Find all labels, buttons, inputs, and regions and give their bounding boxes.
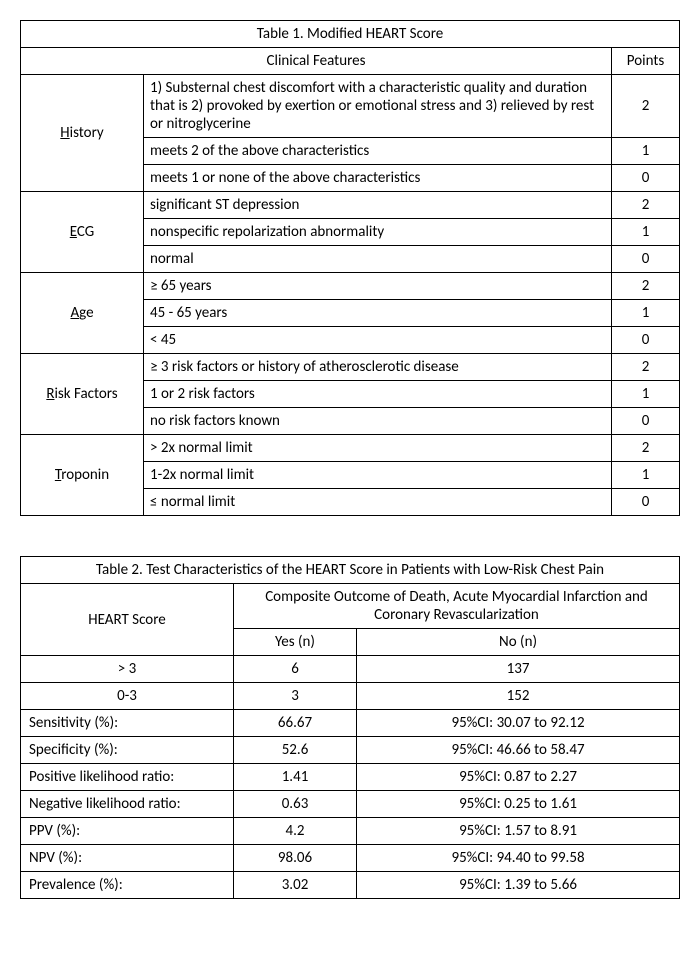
desc-cell: meets 2 of the above characteristics xyxy=(144,138,612,165)
pts-cell: 1 xyxy=(612,138,680,165)
desc-cell: meets 1 or none of the above characteris… xyxy=(144,165,612,192)
desc-cell: 1 or 2 risk factors xyxy=(144,381,612,408)
stat-label: PPV (%): xyxy=(21,818,234,845)
stat-val: 52.6 xyxy=(234,737,357,764)
desc-cell: normal xyxy=(144,246,612,273)
cat-troponin: Troponin xyxy=(21,435,144,516)
table2-no-header: No (n) xyxy=(357,629,680,656)
pts-cell: 2 xyxy=(612,75,680,138)
cat-age: Age xyxy=(21,273,144,354)
stat-label: Specificity (%): xyxy=(21,737,234,764)
stat-val: 4.2 xyxy=(234,818,357,845)
stat-val: 66.67 xyxy=(234,710,357,737)
table1-title: Table 1. Modified HEART Score xyxy=(21,21,680,48)
table2-outcome-header: Composite Outcome of Death, Acute Myocar… xyxy=(234,584,680,629)
stat-val: 1.41 xyxy=(234,764,357,791)
pts-cell: 2 xyxy=(612,435,680,462)
table2-test-characteristics: Table 2. Test Characteristics of the HEA… xyxy=(20,556,680,899)
table1-heart-score: Table 1. Modified HEART Score Clinical F… xyxy=(20,20,680,516)
table2-yes-header: Yes (n) xyxy=(234,629,357,656)
score-yes: 6 xyxy=(234,656,357,683)
stat-ci: 95%CI: 0.87 to 2.27 xyxy=(357,764,680,791)
desc-cell: no risk factors known xyxy=(144,408,612,435)
table1-features-header: Clinical Features xyxy=(21,48,612,75)
pts-cell: 1 xyxy=(612,300,680,327)
table2-col1-header: HEART Score xyxy=(21,584,234,656)
stat-label: NPV (%): xyxy=(21,845,234,872)
score-label: > 3 xyxy=(21,656,234,683)
cat-risk: Risk Factors xyxy=(21,354,144,435)
pts-cell: 2 xyxy=(612,354,680,381)
desc-cell: 1-2x normal limit xyxy=(144,462,612,489)
stat-ci: 95%CI: 30.07 to 92.12 xyxy=(357,710,680,737)
pts-cell: 2 xyxy=(612,273,680,300)
score-no: 137 xyxy=(357,656,680,683)
stat-val: 3.02 xyxy=(234,872,357,899)
stat-label: Negative likelihood ratio: xyxy=(21,791,234,818)
desc-cell: ≥ 65 years xyxy=(144,273,612,300)
score-label: 0-3 xyxy=(21,683,234,710)
stat-label: Prevalence (%): xyxy=(21,872,234,899)
stat-ci: 95%CI: 1.57 to 8.91 xyxy=(357,818,680,845)
stat-val: 0.63 xyxy=(234,791,357,818)
score-no: 152 xyxy=(357,683,680,710)
stat-label: Positive likelihood ratio: xyxy=(21,764,234,791)
pts-cell: 2 xyxy=(612,192,680,219)
stat-ci: 95%CI: 46.66 to 58.47 xyxy=(357,737,680,764)
pts-cell: 1 xyxy=(612,462,680,489)
table1-points-header: Points xyxy=(612,48,680,75)
desc-cell: 45 - 65 years xyxy=(144,300,612,327)
cat-ecg: ECG xyxy=(21,192,144,273)
pts-cell: 0 xyxy=(612,327,680,354)
pts-cell: 1 xyxy=(612,219,680,246)
cat-history: History xyxy=(21,75,144,192)
desc-cell: nonspecific repolarization abnormality xyxy=(144,219,612,246)
stat-label: Sensitivity (%): xyxy=(21,710,234,737)
desc-cell: significant ST depression xyxy=(144,192,612,219)
stat-ci: 95%CI: 94.40 to 99.58 xyxy=(357,845,680,872)
stat-ci: 95%CI: 1.39 to 5.66 xyxy=(357,872,680,899)
stat-ci: 95%CI: 0.25 to 1.61 xyxy=(357,791,680,818)
desc-cell: 1) Substernal chest discomfort with a ch… xyxy=(144,75,612,138)
pts-cell: 0 xyxy=(612,165,680,192)
desc-cell: > 2x normal limit xyxy=(144,435,612,462)
stat-val: 98.06 xyxy=(234,845,357,872)
desc-cell: ≥ 3 risk factors or history of atheroscl… xyxy=(144,354,612,381)
pts-cell: 0 xyxy=(612,246,680,273)
pts-cell: 1 xyxy=(612,381,680,408)
pts-cell: 0 xyxy=(612,408,680,435)
desc-cell: ≤ normal limit xyxy=(144,489,612,516)
pts-cell: 0 xyxy=(612,489,680,516)
desc-cell: < 45 xyxy=(144,327,612,354)
table2-title: Table 2. Test Characteristics of the HEA… xyxy=(21,557,680,584)
score-yes: 3 xyxy=(234,683,357,710)
